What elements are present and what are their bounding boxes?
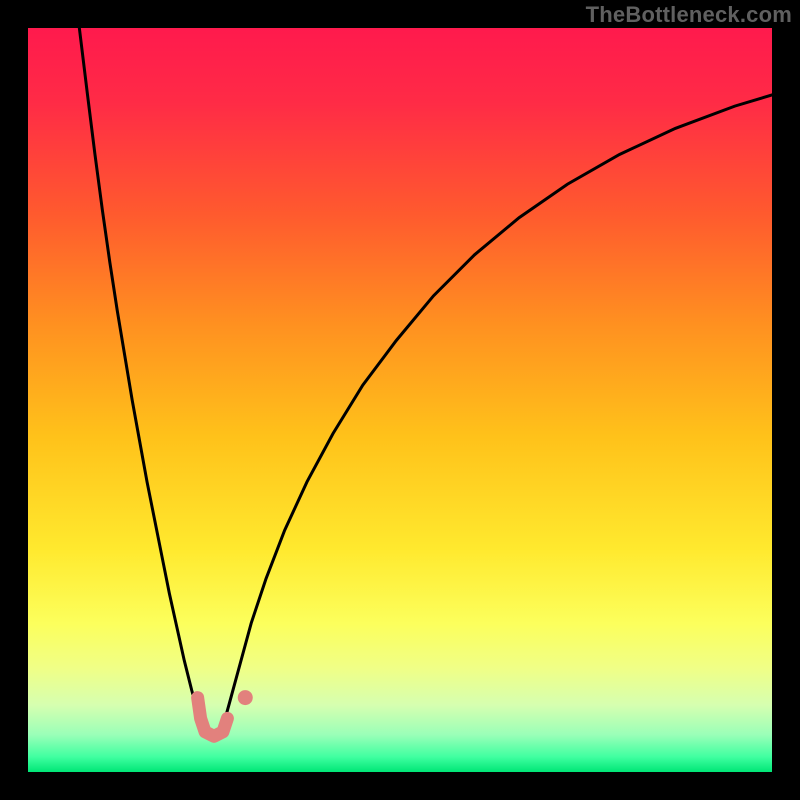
left-curve [79, 28, 203, 731]
curve-layer [28, 28, 772, 772]
attribution-text: TheBottleneck.com [586, 2, 792, 28]
right-curve [221, 95, 772, 732]
chart-container: TheBottleneck.com [0, 0, 800, 800]
valley-dot [238, 690, 253, 705]
valley-marker [198, 698, 228, 737]
plot-area [28, 28, 772, 772]
